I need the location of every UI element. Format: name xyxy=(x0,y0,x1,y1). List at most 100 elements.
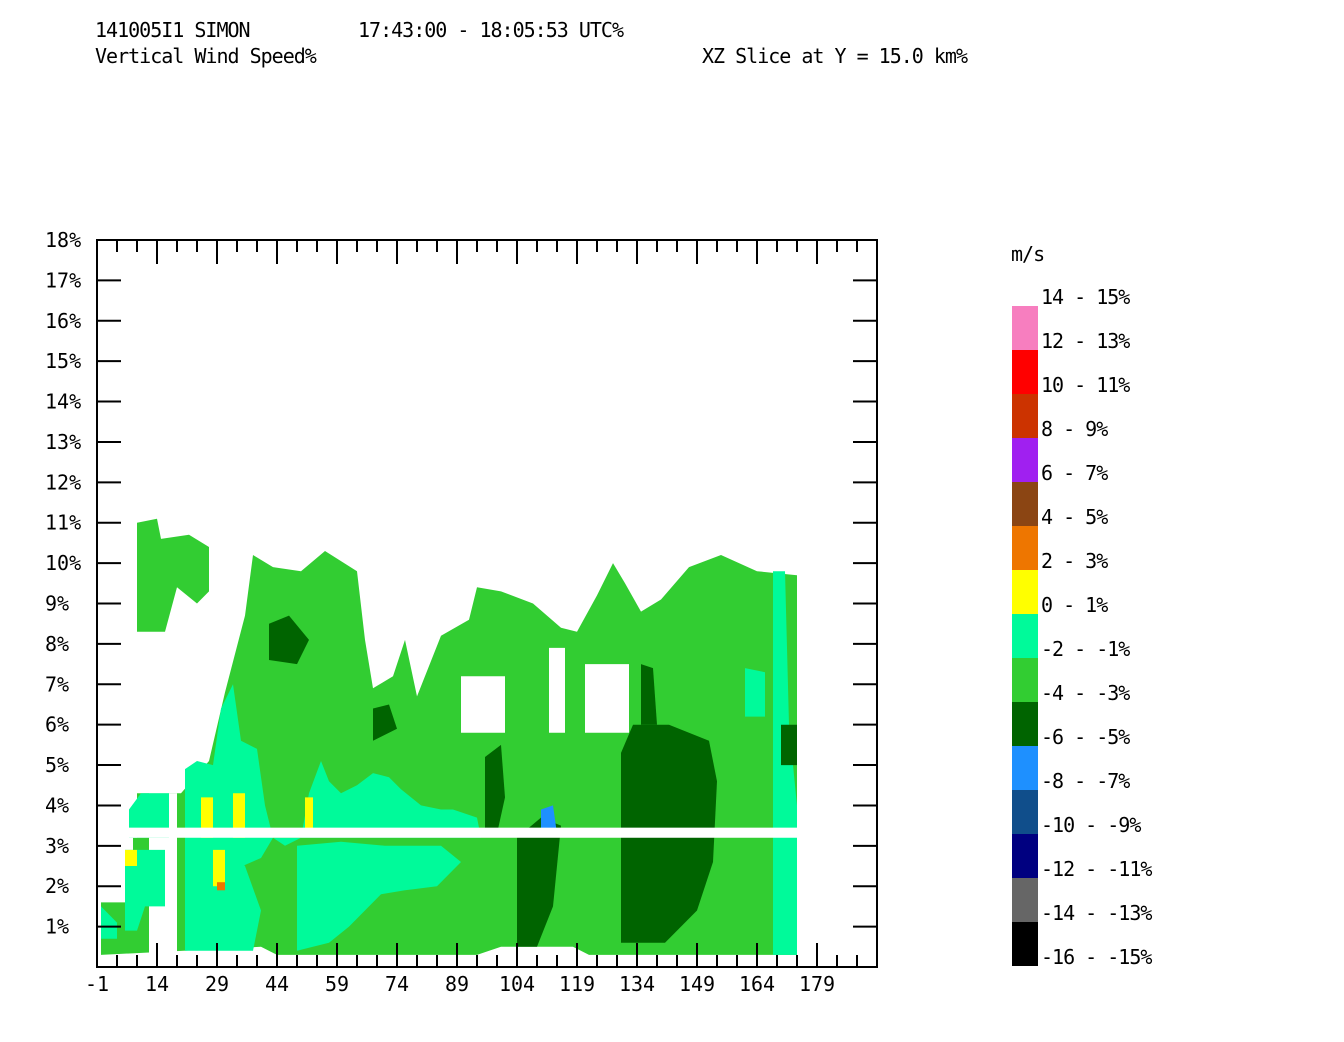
x-tick-label: 134 xyxy=(619,972,655,996)
legend-swatch xyxy=(1012,526,1038,570)
legend-swatch xyxy=(1012,834,1038,878)
y-tick-label: 1% xyxy=(45,915,69,939)
legend-item: 14 - 15% xyxy=(1012,285,1342,350)
data-regions xyxy=(97,518,801,955)
y-tick-label: 12% xyxy=(45,470,81,494)
legend-item: -16 - -15% xyxy=(1012,945,1342,1010)
legend-swatch xyxy=(1012,482,1038,526)
chart-plot: -1 14 29 44 59 74 89 104 119 134 149 164 179 1% 2% 3% 4… xyxy=(45,228,878,996)
legend-swatch xyxy=(1012,614,1038,658)
region-brown-spot-3 xyxy=(305,797,313,834)
legend-swatch xyxy=(1012,350,1038,394)
legend-item: -14 - -13% xyxy=(1012,901,1342,966)
region-orange-right2 xyxy=(745,668,765,717)
y-tick-label: 16% xyxy=(45,309,81,333)
x-tick-label: 149 xyxy=(679,972,715,996)
legend-item: -4 - -3% xyxy=(1012,681,1342,746)
y-tick-label: 18% xyxy=(45,228,81,252)
x-tick-label: 89 xyxy=(445,972,469,996)
region-yellow-tower xyxy=(137,518,209,632)
y-tick-label: 2% xyxy=(45,874,69,898)
region-green-left-tower xyxy=(269,615,309,665)
legend-label: 6 - 7% xyxy=(1041,461,1108,485)
y-tick-label: 7% xyxy=(45,672,69,696)
legend-item: -8 - -7% xyxy=(1012,769,1342,834)
legend-label: 4 - 5% xyxy=(1041,505,1108,529)
y-tick-label: 6% xyxy=(45,713,69,737)
legend-unit: m/s xyxy=(1011,242,1045,266)
case-id: 141005I1 SIMON xyxy=(95,18,251,42)
legend-swatch xyxy=(1012,790,1038,834)
region-brown-spot-5 xyxy=(213,849,225,887)
x-tick-label: 74 xyxy=(385,972,409,996)
x-tick-label: 164 xyxy=(739,972,775,996)
region-green-mid2 xyxy=(517,817,561,947)
legend-label: 14 - 15% xyxy=(1041,285,1130,309)
y-tick-label: 8% xyxy=(45,632,69,656)
x-tick-label: 59 xyxy=(325,972,349,996)
legend-label: -16 - -15% xyxy=(1041,945,1152,969)
region-orange-left-edge xyxy=(101,906,117,939)
region-orange-lower xyxy=(185,837,261,951)
region-orange-left-mid xyxy=(129,793,169,838)
field-title: Vertical Wind Speed% xyxy=(95,44,317,68)
slice-label: XZ Slice at Y = 15.0 km% xyxy=(702,44,968,68)
x-tick-label: -1 xyxy=(85,972,109,996)
x-tick-label: 179 xyxy=(799,972,835,996)
legend-swatch xyxy=(1012,746,1038,790)
y-tick-label: 15% xyxy=(45,349,81,373)
y-tick-label: 9% xyxy=(45,592,69,616)
legend-label: 12 - 13% xyxy=(1041,329,1130,353)
legend-item: 10 - 11% xyxy=(1012,373,1342,438)
y-axis: 1% 2% 3% 4% 5% 6% 7% 8% 9% 10% 11% 12% 13% 14% 15% 16% 1… xyxy=(45,228,877,939)
region-green-upper xyxy=(641,664,657,725)
x-tick-label: 104 xyxy=(499,972,535,996)
region-green-mid3 xyxy=(485,744,505,834)
legend-label: -12 - -11% xyxy=(1041,857,1152,881)
y-tick-label: 3% xyxy=(45,834,69,858)
legend-label: 10 - 11% xyxy=(1041,373,1130,397)
legend-swatch xyxy=(1012,658,1038,702)
region-green-dark-spot xyxy=(541,805,557,834)
time-range: 17:43:00 - 18:05:53 UTC% xyxy=(358,18,624,42)
y-tick-label: 13% xyxy=(45,430,81,454)
legend-item: 8 - 9% xyxy=(1012,417,1342,482)
legend-label: 8 - 9% xyxy=(1041,417,1108,441)
legend-label: 0 - 1% xyxy=(1041,593,1108,617)
region-purple-spot xyxy=(217,882,225,891)
legend-swatch xyxy=(1012,394,1038,438)
region-brown-spot-4 xyxy=(125,849,137,866)
region-brown-spot-2 xyxy=(233,793,245,838)
region-green-small xyxy=(373,704,397,741)
legend-item: 4 - 5% xyxy=(1012,505,1342,570)
region-orange-lower2 xyxy=(297,841,461,951)
legend-swatch xyxy=(1012,438,1038,482)
x-axis: -1 14 29 44 59 74 89 104 119 134 149 164 179 xyxy=(85,240,858,996)
region-gap-mid xyxy=(461,676,505,733)
legend-label: -8 - -7% xyxy=(1041,769,1130,793)
x-tick-label: 119 xyxy=(559,972,595,996)
y-tick-label: 5% xyxy=(45,753,69,777)
legend-item: 0 - 1% xyxy=(1012,593,1342,658)
x-tick-label: 44 xyxy=(265,972,289,996)
region-gap-right xyxy=(549,647,629,733)
legend-item: -12 - -11% xyxy=(1012,857,1342,922)
legend-label: -6 - -5% xyxy=(1041,725,1130,749)
legend-swatch xyxy=(1012,878,1038,922)
legend-swatch xyxy=(1012,966,1038,1010)
region-green-edge xyxy=(781,724,797,766)
legend-swatch xyxy=(1012,306,1038,350)
x-tick-label: 29 xyxy=(205,972,229,996)
legend-label: -14 - -13% xyxy=(1041,901,1152,925)
legend-item: 12 - 13% xyxy=(1012,329,1342,394)
legend-label: 2 - 3% xyxy=(1041,549,1108,573)
y-tick-label: 17% xyxy=(45,268,81,292)
legend-label: -10 - -9% xyxy=(1041,813,1141,837)
y-tick-label: 11% xyxy=(45,511,81,535)
legend-swatch xyxy=(1012,922,1038,966)
legend-swatch xyxy=(1012,570,1038,614)
y-tick-label: 14% xyxy=(45,390,81,414)
legend-label: -4 - -3% xyxy=(1041,681,1130,705)
legend-item: 2 - 3% xyxy=(1012,549,1342,614)
y-tick-label: 4% xyxy=(45,793,69,817)
